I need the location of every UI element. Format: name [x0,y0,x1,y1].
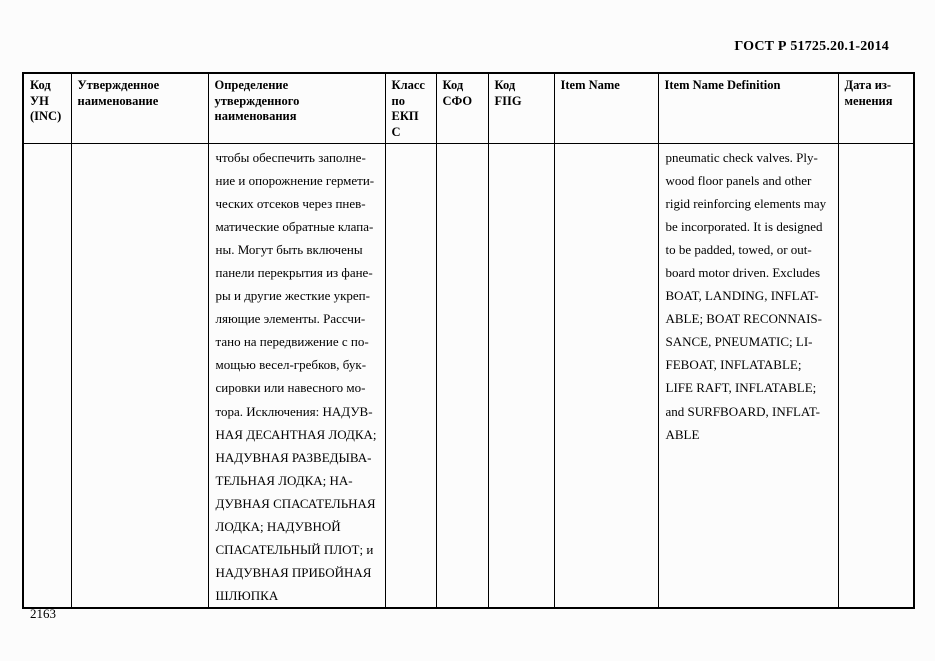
item-name-table: Код УН (INC) Утвержденное наименование О… [22,72,915,610]
col-header-item-name: Item Name [553,72,659,144]
table-row: чтобы обеспечить заполне- ние и опорожне… [22,142,915,609]
page-number: 2163 [30,606,56,621]
col-header-approved-name: Утвержденное наименование [70,72,209,144]
standard-number: ГОСТ Р 51725.20.1-2014 [734,39,889,54]
cell-ekps-class [384,142,437,609]
col-header-ekps-class: Класс по ЕКП С [384,72,437,144]
cell-fiig-code [487,142,555,609]
col-header-sfo-code: Код СФО [435,72,489,144]
col-header-item-name-definition: Item Name Definition [657,72,839,144]
cell-approved-name [70,142,209,609]
cell-sfo-code [435,142,489,609]
cell-definition-ru: чтобы обеспечить заполне- ние и опорожне… [207,142,386,609]
cell-item-name-definition: pneumatic check valves. Ply- wood floor … [657,142,839,609]
col-header-approved-name-definition: Определение утвержденного наименования [207,72,386,144]
table-header-row: Код УН (INC) Утвержденное наименование О… [22,72,915,144]
col-header-change-date: Дата из- менения [837,72,915,144]
col-header-inc-code: Код УН (INC) [22,72,72,144]
cell-inc-code [22,142,72,609]
col-header-fiig-code: Код FIIG [487,72,555,144]
cell-change-date [837,142,915,609]
cell-item-name [553,142,659,609]
